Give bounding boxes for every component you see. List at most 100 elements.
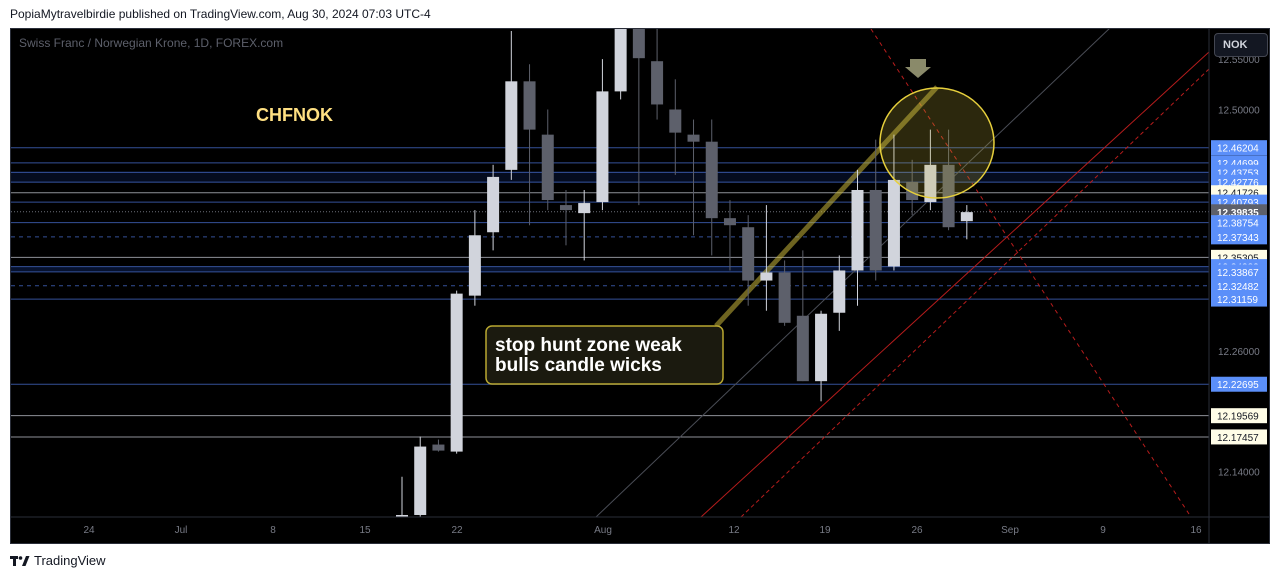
symbol-title: Swiss Franc / Norwegian Krone, 1D, FOREX… [19, 36, 284, 50]
candle-body [796, 315, 809, 382]
candle [468, 210, 481, 306]
x-tick-label: 15 [359, 525, 371, 536]
candle [887, 134, 900, 271]
price-label-text: 12.19569 [1217, 412, 1259, 423]
candle-body [687, 134, 700, 142]
candle [505, 31, 518, 180]
candle-body [960, 212, 973, 222]
candle-body [705, 141, 718, 219]
candle [559, 189, 572, 246]
tradingview-logo-icon [10, 555, 30, 566]
price-label-text: 12.44699 [1217, 159, 1259, 170]
candle [942, 129, 955, 231]
y-tick-label: 12.55000 [1218, 55, 1260, 66]
candle [960, 205, 973, 240]
price-label-bg [1211, 264, 1267, 280]
candle [760, 205, 773, 311]
price-label-text: 12.37343 [1217, 233, 1259, 244]
price-label: 12.31159 [1211, 291, 1267, 307]
candle [924, 129, 937, 211]
y-tick-label: 12.26000 [1218, 347, 1260, 358]
candle [651, 29, 664, 120]
x-tick-label: Aug [594, 525, 612, 536]
price-label-bg [1211, 215, 1267, 231]
callout-text-line1: stop hunt zone weak [495, 335, 682, 356]
x-tick-label: 22 [451, 525, 463, 536]
candle-body [523, 81, 536, 130]
chart-canvas[interactable]: stop hunt zone weak bulls candle wicks C… [11, 29, 1269, 543]
candle [669, 79, 682, 175]
callout-box [485, 325, 724, 385]
candle-body [559, 205, 572, 211]
price-label: 12.19569 [1211, 408, 1267, 424]
candle-body [432, 444, 445, 451]
candle [632, 29, 645, 206]
callout-text-line2: bulls candle wicks [495, 355, 662, 376]
price-label-text: 12.33867 [1217, 268, 1259, 279]
candle-body [632, 29, 645, 59]
price-label-text: 12.35305 [1217, 253, 1259, 264]
price-label-text: 12.40793 [1217, 198, 1259, 209]
x-tick-label: 16 [1190, 525, 1202, 536]
zone-band [11, 266, 1209, 272]
candle [396, 476, 408, 517]
candle [450, 290, 463, 454]
price-label-bg [1211, 229, 1267, 245]
price-label-bg [1211, 278, 1267, 294]
chart-panel[interactable]: stop hunt zone weak bulls candle wicks C… [10, 28, 1270, 544]
candle [614, 29, 627, 100]
tradingview-footer[interactable]: TradingView [10, 553, 106, 568]
price-label-bg [1211, 429, 1267, 445]
candle-body [833, 270, 846, 313]
candle [833, 255, 846, 331]
candle [906, 159, 919, 216]
candle [541, 109, 554, 211]
candle [869, 139, 882, 281]
candle-body [396, 514, 408, 517]
candle [523, 64, 536, 226]
down-arrow-marker [905, 59, 931, 78]
candle-body [505, 81, 518, 170]
candle-body [942, 164, 955, 228]
zone-band [11, 171, 1209, 183]
price-label-text: 12.41726 [1217, 189, 1259, 200]
y-tick-label: 12.14000 [1218, 468, 1260, 479]
candle [487, 164, 500, 251]
candle-body [596, 91, 609, 203]
candle-body [869, 189, 882, 271]
candle-body [450, 293, 463, 452]
publisher-caption: PopiaMytravelbirdie published on Trading… [10, 7, 431, 21]
price-label: 12.46204 [1211, 140, 1267, 156]
y-tick-label: 12.50000 [1218, 105, 1260, 116]
price-label: 12.37343 [1211, 229, 1267, 245]
currency-button[interactable]: NOK [1214, 33, 1268, 57]
price-label-text: 12.17457 [1217, 433, 1259, 444]
price-label: 12.32482 [1211, 278, 1267, 294]
x-tick-label: 24 [83, 525, 95, 536]
candle [778, 260, 791, 326]
x-tick-label: 19 [819, 525, 831, 536]
trendline-red-dashed-falling [870, 29, 1192, 517]
price-label-text: 12.31159 [1217, 295, 1258, 306]
trendline-red-solid [700, 51, 1209, 517]
candle-body [851, 189, 864, 271]
candle [432, 439, 445, 452]
x-tick-label: Jul [175, 525, 188, 536]
candle-body [651, 61, 664, 105]
price-label-bg [1211, 408, 1267, 424]
candle-body [669, 109, 682, 133]
candle [723, 200, 736, 271]
candle-body [487, 176, 500, 233]
candle-body [924, 164, 937, 203]
price-label: 12.38754 [1211, 215, 1267, 231]
candle [796, 250, 809, 382]
x-tick-label: 9 [1100, 525, 1106, 536]
candle-body [414, 446, 427, 515]
price-label: 12.33867 [1211, 264, 1267, 280]
diagonal-gray-line [595, 29, 1110, 517]
candle [596, 59, 609, 211]
candle-body [614, 29, 627, 92]
x-tick-label: 12 [728, 525, 740, 536]
candle-body [906, 181, 919, 201]
candle-body [578, 203, 591, 214]
